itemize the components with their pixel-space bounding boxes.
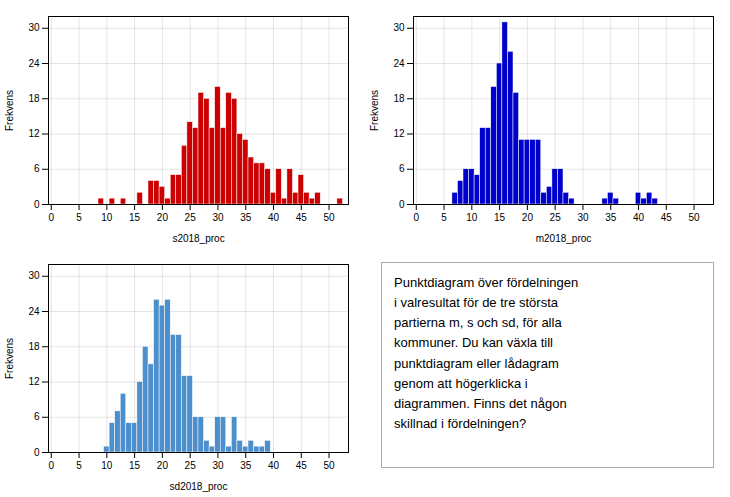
svg-text:24: 24 — [28, 306, 40, 317]
svg-text:Frekvens: Frekvens — [369, 90, 380, 131]
svg-text:30: 30 — [393, 22, 405, 33]
svg-text:25: 25 — [185, 212, 197, 223]
svg-text:35: 35 — [240, 212, 252, 223]
svg-text:18: 18 — [28, 341, 40, 352]
svg-text:m2018_proc: m2018_proc — [536, 233, 592, 244]
svg-text:18: 18 — [28, 93, 40, 104]
svg-text:10: 10 — [101, 460, 113, 471]
svg-text:20: 20 — [522, 212, 534, 223]
svg-text:6: 6 — [34, 163, 40, 174]
svg-text:45: 45 — [296, 212, 308, 223]
svg-text:0: 0 — [48, 212, 54, 223]
svg-text:15: 15 — [129, 212, 141, 223]
svg-text:40: 40 — [268, 460, 280, 471]
svg-text:6: 6 — [399, 163, 405, 174]
svg-text:Frekvens: Frekvens — [4, 90, 15, 131]
svg-text:0: 0 — [34, 199, 40, 210]
svg-text:15: 15 — [129, 460, 141, 471]
svg-text:25: 25 — [185, 460, 197, 471]
svg-text:s2018_proc: s2018_proc — [172, 233, 224, 244]
svg-text:30: 30 — [212, 212, 224, 223]
svg-text:0: 0 — [48, 460, 54, 471]
svg-text:6: 6 — [34, 411, 40, 422]
svg-text:40: 40 — [268, 212, 280, 223]
svg-text:50: 50 — [323, 460, 335, 471]
svg-text:30: 30 — [212, 460, 224, 471]
svg-text:25: 25 — [550, 212, 562, 223]
svg-text:24: 24 — [28, 58, 40, 69]
svg-text:15: 15 — [494, 212, 506, 223]
svg-text:20: 20 — [157, 460, 169, 471]
svg-text:0: 0 — [413, 212, 419, 223]
svg-text:50: 50 — [688, 212, 700, 223]
svg-text:24: 24 — [393, 58, 405, 69]
svg-text:5: 5 — [441, 212, 447, 223]
svg-text:12: 12 — [393, 128, 405, 139]
svg-text:18: 18 — [393, 93, 405, 104]
svg-text:40: 40 — [633, 212, 645, 223]
svg-text:30: 30 — [28, 270, 40, 281]
svg-text:12: 12 — [28, 128, 40, 139]
svg-text:10: 10 — [466, 212, 478, 223]
svg-text:35: 35 — [605, 212, 617, 223]
svg-text:50: 50 — [323, 212, 335, 223]
svg-text:5: 5 — [76, 460, 82, 471]
svg-text:45: 45 — [296, 460, 308, 471]
svg-text:30: 30 — [28, 22, 40, 33]
svg-text:0: 0 — [34, 447, 40, 458]
html-text:Punktdiagram över fördelningen: Punktdiagram över fördelningen i valresu… — [394, 275, 579, 431]
svg-text:35: 35 — [240, 460, 252, 471]
svg-text:12: 12 — [28, 376, 40, 387]
svg-text:30: 30 — [577, 212, 589, 223]
svg-text:5: 5 — [76, 212, 82, 223]
svg-text:10: 10 — [101, 212, 113, 223]
svg-text:20: 20 — [157, 212, 169, 223]
svg-text:Frekvens: Frekvens — [4, 338, 15, 379]
svg-text:0: 0 — [399, 199, 405, 210]
svg-text:sd2018_proc: sd2018_proc — [170, 481, 228, 492]
svg-text:45: 45 — [661, 212, 673, 223]
